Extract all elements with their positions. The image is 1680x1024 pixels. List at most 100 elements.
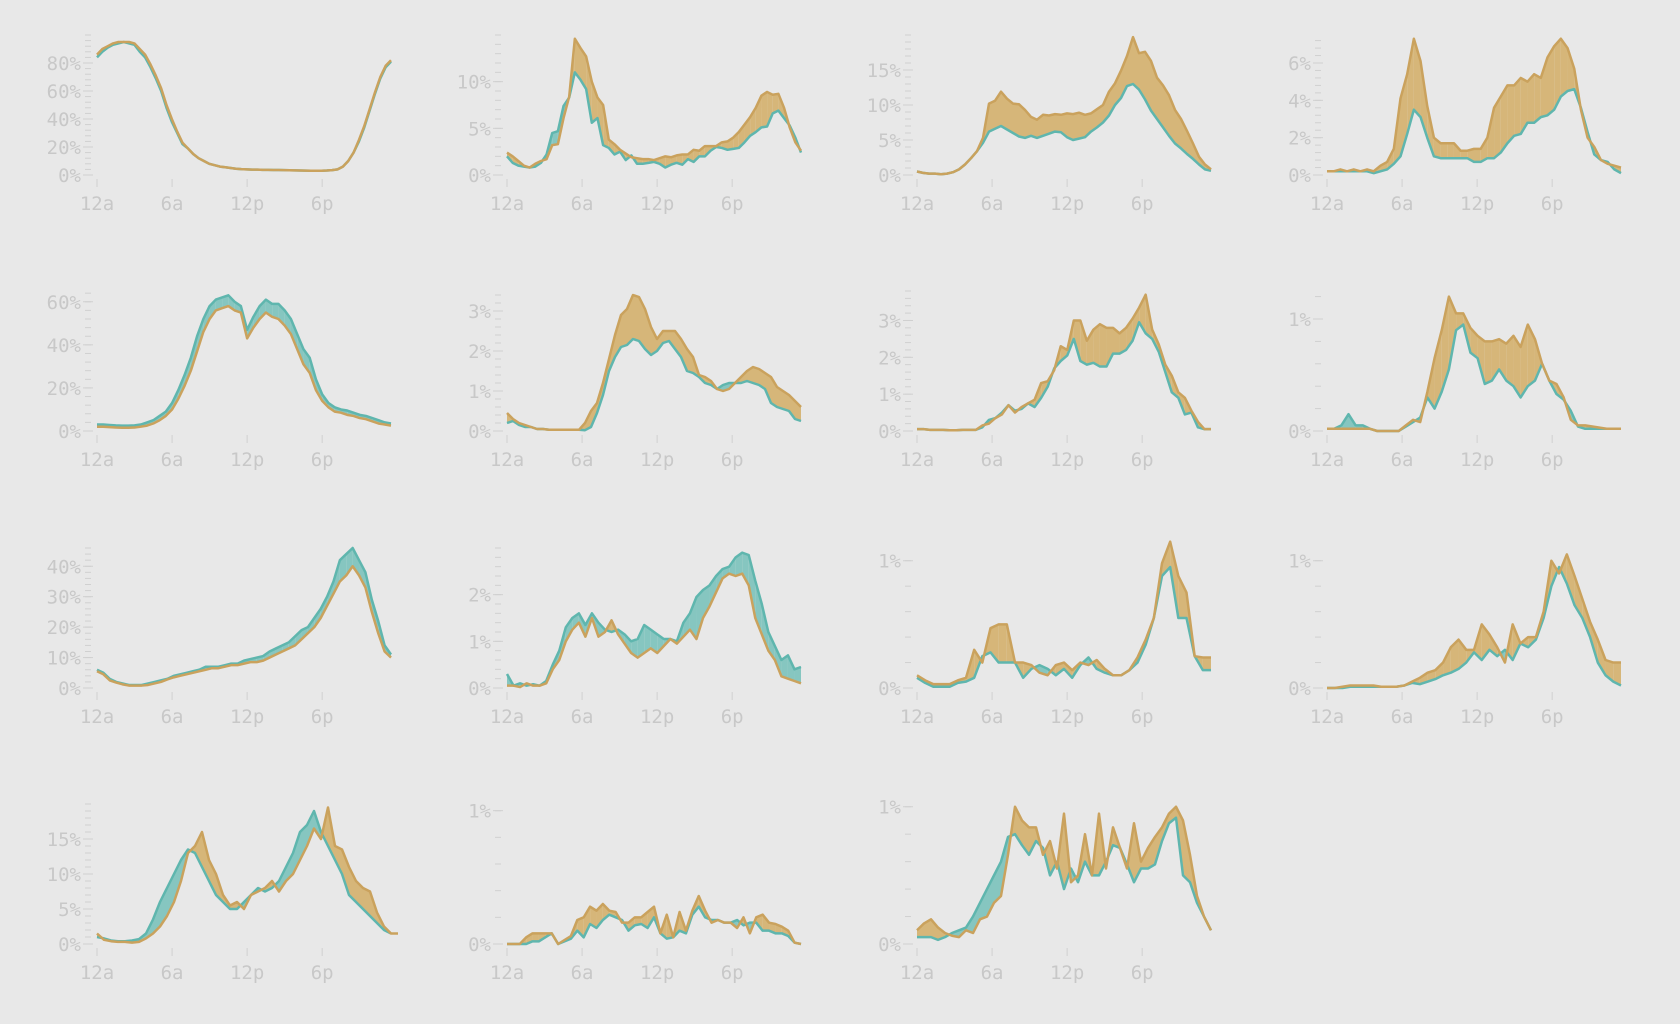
band-segment: [359, 560, 366, 588]
y-tick-label: 1%: [1288, 551, 1311, 573]
band-segment: [591, 81, 598, 123]
band-segment: [552, 131, 558, 146]
y-tick-label: 2%: [1288, 128, 1311, 150]
band-segment: [650, 629, 658, 653]
chart-panel-13: 0% 5% 10% 15% 12a 6a 12p 6p: [47, 803, 398, 984]
y-tick-label: 10%: [47, 864, 82, 886]
x-tick-label: 6a: [161, 962, 184, 984]
band-segment: [742, 552, 749, 586]
y-tick-label: 60%: [47, 292, 82, 314]
y-tick-label: 0%: [1288, 421, 1311, 443]
chart-panel-3: 0% 5% 10% 15% 12a 6a 12p 6p: [867, 34, 1212, 215]
band-segment: [1566, 554, 1575, 606]
band-segment: [1157, 77, 1163, 128]
band-segment: [1507, 85, 1515, 144]
series-line-gold: [507, 894, 802, 946]
y-tick-label: 2%: [878, 347, 901, 369]
band-segment: [209, 860, 216, 895]
x-tick-label: 12p: [1050, 962, 1084, 984]
band-segment: [349, 867, 356, 902]
y-tick-label: 0%: [468, 678, 491, 700]
band-segment: [307, 811, 314, 846]
chart-panel-8: 0% 1% 12a 6a 12p 6p: [1288, 295, 1621, 471]
x-tick-label: 12p: [1460, 706, 1494, 728]
band-segment: [1049, 114, 1055, 134]
x-tick-label: 12a: [80, 962, 114, 984]
band-segment: [253, 306, 260, 328]
x-tick-label: 6a: [571, 706, 594, 728]
y-tick-label: 0%: [878, 165, 901, 187]
band-segment: [1484, 341, 1492, 384]
x-tick-label: 6a: [1391, 449, 1414, 471]
y-tick-label: 5%: [878, 130, 901, 152]
band-segment: [657, 331, 663, 351]
band-segment: [222, 295, 229, 309]
band-segment: [284, 310, 291, 335]
x-tick-label: 12a: [900, 962, 934, 984]
series-line-gold: [507, 572, 802, 689]
y-tick-label: 4%: [1288, 90, 1311, 112]
band-segment: [1407, 38, 1414, 134]
band-segment: [1148, 836, 1155, 869]
band-segment: [1085, 113, 1091, 138]
y-tick-label: 0%: [468, 421, 491, 443]
band-segment: [574, 38, 581, 80]
band-segment: [1514, 77, 1521, 136]
band-segment: [1007, 98, 1013, 133]
band-segment: [1448, 296, 1457, 370]
band-segment: [565, 618, 573, 642]
x-tick-label: 12a: [80, 193, 114, 215]
band-segment: [532, 933, 539, 942]
y-tick-label: 10%: [867, 95, 902, 117]
y-tick-label: 15%: [47, 829, 82, 851]
series-line-gold: [916, 540, 1211, 686]
y-tick-label: 0%: [1288, 678, 1311, 700]
band-segment: [580, 48, 587, 90]
band-segment: [1477, 335, 1485, 384]
band-segment: [973, 902, 980, 934]
band-segment: [203, 306, 210, 332]
x-tick-label: 6a: [161, 706, 184, 728]
x-tick-label: 6a: [1391, 706, 1414, 728]
band-segment: [1434, 330, 1442, 409]
band-segment: [781, 655, 788, 679]
band-segment: [639, 297, 645, 349]
series-line-teal: [505, 551, 802, 687]
chart-panel-12: 0% 1% 12a 6a 12p 6p: [1288, 551, 1622, 728]
x-tick-label: 6a: [571, 193, 594, 215]
band-segment: [1547, 46, 1555, 116]
y-tick-label: 1%: [878, 551, 901, 573]
band-segment: [750, 107, 756, 136]
band-segment: [733, 132, 739, 149]
band-segment: [696, 590, 703, 639]
x-tick-label: 6p: [1131, 449, 1154, 471]
band-segment: [651, 327, 657, 355]
band-segment: [1091, 109, 1097, 132]
x-tick-label: 12p: [1050, 193, 1084, 215]
band-segment: [1013, 103, 1019, 137]
band-segment: [1175, 109, 1181, 149]
band-segment: [342, 849, 349, 895]
band-segment: [1527, 324, 1535, 387]
x-tick-label: 6p: [1131, 193, 1154, 215]
chart-panel-11: 0% 1% 12a 6a 12p 6p: [878, 540, 1211, 728]
x-tick-label: 12a: [80, 706, 114, 728]
series-line-teal: [96, 809, 392, 943]
band-segment: [1019, 104, 1025, 138]
x-tick-label: 6p: [721, 706, 744, 728]
x-tick-label: 12p: [230, 449, 264, 471]
band-segment: [615, 315, 621, 357]
x-tick-label: 6p: [721, 193, 744, 215]
x-tick-label: 12p: [230, 193, 264, 215]
band-segment: [300, 825, 307, 860]
y-tick-label: 2%: [468, 341, 491, 363]
series-line-gold: [916, 805, 1213, 939]
chart-panel-14: 0% 1% 12a 6a 12p 6p: [468, 801, 802, 984]
x-tick-label: 6a: [981, 962, 1004, 984]
band-segment: [931, 919, 938, 940]
y-tick-label: 40%: [47, 556, 82, 578]
x-tick-label: 12p: [230, 962, 264, 984]
band-segment: [1163, 85, 1169, 136]
band-segment: [195, 832, 202, 867]
band-segment: [689, 597, 697, 639]
